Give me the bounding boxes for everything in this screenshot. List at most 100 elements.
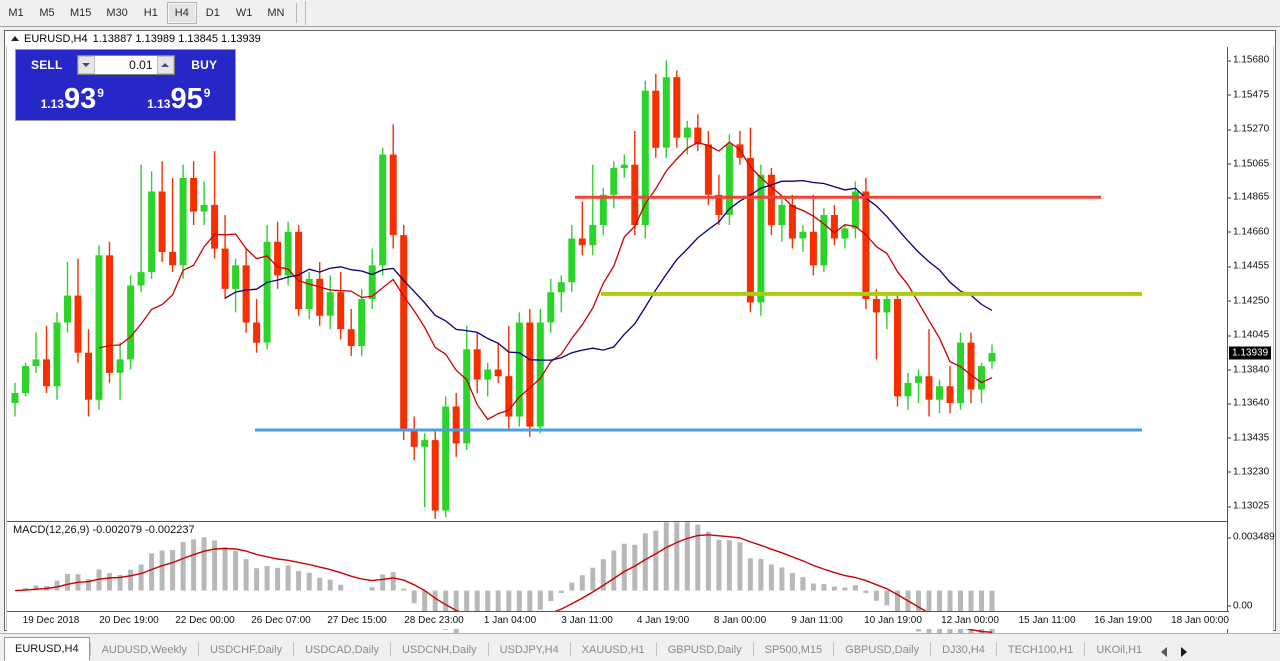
- time-axis: 19 Dec 2018 20 Dec 19:00 22 Dec 00:00 26 De…: [7, 611, 1229, 629]
- chart-tab-usdcad-daily[interactable]: USDCAD,Daily: [305, 644, 380, 656]
- price-axis-tick: 1.14660: [1227, 226, 1270, 238]
- sell-label[interactable]: SELL: [31, 57, 63, 72]
- chart-tab-usdcnh-daily[interactable]: USDCNH,Daily: [402, 644, 477, 656]
- chart-tab-sp500-m15[interactable]: SP500,M15: [764, 644, 823, 656]
- tab-divider: [569, 642, 571, 656]
- tab-divider: [995, 642, 997, 656]
- volume-decrease-button[interactable]: [77, 55, 95, 74]
- chart-tab-usdchf-daily[interactable]: USDCHF,Daily: [209, 644, 283, 656]
- chart-tab-audusd-weekly[interactable]: AUDUSD,Weekly: [101, 644, 187, 656]
- buy-price-main: 95: [170, 83, 203, 115]
- buy-button[interactable]: 1.13 95 9: [126, 76, 231, 116]
- time-axis-tick: 26 Dec 07:00: [251, 615, 311, 626]
- price-axis-tick: 1.13840: [1227, 364, 1270, 375]
- volume-increase-button[interactable]: [156, 55, 174, 74]
- time-axis-tick: 15 Jan 11:00: [1018, 615, 1076, 626]
- timeframe-button-mn[interactable]: MN: [267, 7, 285, 19]
- timeframe-button-h4[interactable]: H4: [166, 2, 197, 24]
- timeframe-button-m5[interactable]: M5: [39, 7, 55, 19]
- trade-panel-top-row: SELL 0.01 BUY: [16, 50, 235, 76]
- chart-tab-ukoil-h1[interactable]: UKOil,H1: [1096, 644, 1143, 656]
- price-axis-tick: 1.14045: [1227, 329, 1270, 341]
- buy-label[interactable]: BUY: [191, 57, 218, 72]
- chart-tab-tech100-h1[interactable]: TECH100,H1: [1007, 644, 1074, 656]
- price-axis-tick: 1.14455: [1227, 260, 1270, 272]
- tab-scroll-controls[interactable]: [1153, 647, 1197, 661]
- chevron-up-icon: [161, 62, 169, 67]
- price-chart-pane[interactable]: [7, 47, 1229, 519]
- volume-stepper[interactable]: 0.01: [76, 54, 175, 75]
- price-axis-tick: 1.15270: [1227, 123, 1270, 135]
- chart-tab-usdjpy-h4[interactable]: USDJPY,H4: [499, 644, 559, 656]
- time-axis-tick: 10 Jan 19:00: [864, 615, 922, 626]
- scroll-left-icon[interactable]: [1161, 647, 1168, 657]
- price-axis-tick: 1.15475: [1227, 89, 1270, 101]
- scroll-right-icon[interactable]: [1181, 647, 1188, 657]
- chart-header: EURUSD,H4 1.13887 1.13989 1.13845 1.1393…: [5, 31, 1275, 46]
- sell-price-main: 93: [63, 83, 97, 115]
- tab-divider: [293, 642, 295, 656]
- timeframe-button-m30[interactable]: M30: [106, 7, 128, 19]
- chart-tab-gbpusd-daily[interactable]: GBPUSD,Daily: [845, 644, 920, 656]
- one-click-trading-panel[interactable]: SELL 0.01 BUY 1.13 93 9 1.13 95 9: [15, 49, 236, 121]
- chart-tab-eurusd-h4[interactable]: EURUSD,H4: [4, 637, 90, 661]
- time-axis-tick: 12 Jan 00:00: [941, 615, 999, 626]
- tab-divider: [197, 642, 199, 656]
- buy-price-fraction: 9: [203, 86, 211, 100]
- chart-tab-xauusd-h1[interactable]: XAUUSD,H1: [581, 644, 645, 656]
- macd-chart-svg: [14, 522, 995, 641]
- tab-divider: [487, 642, 489, 656]
- price-chart-svg: [11, 60, 1142, 519]
- chart-tab-dj30-h4[interactable]: DJ30,H4: [942, 644, 985, 656]
- tab-divider: [89, 642, 91, 656]
- timeframe-button-d1[interactable]: D1: [205, 7, 220, 19]
- collapse-triangle-icon[interactable]: [11, 36, 19, 41]
- time-axis-tick: 9 Jan 11:00: [791, 615, 843, 626]
- buy-price-prefix: 1.13: [147, 97, 171, 111]
- chevron-down-icon: [82, 62, 90, 67]
- time-axis-tick: 28 Dec 23:00: [404, 615, 464, 626]
- chart-window[interactable]: EURUSD,H4 1.13887 1.13989 1.13845 1.1393…: [4, 30, 1278, 661]
- price-axis-tick: 1.14250: [1227, 295, 1270, 307]
- price-axis-tick: 1.14865: [1227, 191, 1270, 203]
- price-axis[interactable]: 1.15680 1.15475 1.15270 1.15065 1.14865 1.146…: [1227, 47, 1278, 661]
- macd-axis-tick: 0.00: [1227, 600, 1253, 612]
- timeframe-button-m1[interactable]: M1: [8, 7, 24, 19]
- chart-tab-gbpusd-daily[interactable]: GBPUSD,Daily: [667, 644, 742, 656]
- price-axis-tick: 1.13435: [1227, 432, 1270, 444]
- time-axis-tick: 16 Jan 19:00: [1094, 615, 1152, 626]
- time-axis-tick: 27 Dec 15:00: [327, 615, 387, 626]
- timeframe-button-h1[interactable]: H1: [143, 7, 158, 19]
- sell-price-fraction: 9: [97, 86, 104, 100]
- trade-panel-quotes: 1.13 93 9 1.13 95 9: [16, 76, 235, 120]
- tab-divider: [390, 642, 392, 656]
- price-axis-tick: 1.13230: [1227, 466, 1270, 478]
- timeframe-button-m15[interactable]: M15: [70, 7, 92, 19]
- chart-symbol-label: EURUSD,H4: [24, 32, 88, 45]
- tab-divider: [930, 642, 932, 656]
- tab-divider: [752, 642, 754, 656]
- sell-button[interactable]: 1.13 93 9: [20, 76, 125, 116]
- time-axis-tick: 19 Dec 2018: [22, 615, 80, 626]
- tab-divider: [655, 642, 657, 656]
- current-price-badge: 1.13939: [1229, 346, 1272, 360]
- time-axis-tick: 22 Dec 00:00: [175, 615, 235, 626]
- time-axis-tick: 1 Jan 04:00: [483, 615, 537, 626]
- price-axis-tick: 1.13640: [1227, 397, 1270, 409]
- price-axis-tick: 1.15065: [1227, 158, 1270, 170]
- tab-divider: [833, 642, 835, 656]
- time-axis-tick: 18 Jan 00:00: [1171, 615, 1229, 626]
- macd-label: MACD(12,26,9) -0.002079 -0.002237: [13, 524, 195, 536]
- sell-price-prefix: 1.13: [40, 97, 64, 111]
- chart-ohlc-label: 1.13887 1.13989 1.13845 1.13939: [92, 32, 261, 45]
- tab-divider: [1084, 642, 1086, 656]
- time-axis-tick: 20 Dec 19:00: [99, 615, 159, 626]
- chart-tab-bar[interactable]: EURUSD,H4 AUDUSD,Weekly USDCHF,Daily USDCAD…: [0, 633, 1280, 661]
- volume-input[interactable]: 0.01: [94, 55, 157, 74]
- price-axis-tick: 1.13025: [1227, 500, 1270, 512]
- timeframe-button-w1[interactable]: W1: [235, 7, 253, 19]
- toolbar-empty-area: [305, 1, 1280, 25]
- time-axis-tick: 3 Jan 11:00: [561, 615, 613, 626]
- toolbar-divider: [296, 3, 298, 23]
